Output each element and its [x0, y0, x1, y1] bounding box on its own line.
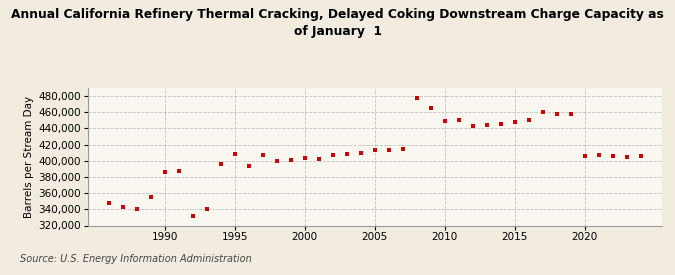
Point	[383, 148, 394, 152]
Point	[173, 168, 184, 173]
Point	[509, 120, 520, 124]
Point	[551, 112, 562, 116]
Point	[537, 110, 548, 114]
Point	[397, 147, 408, 151]
Point	[257, 153, 268, 157]
Text: Source: U.S. Energy Information Administration: Source: U.S. Energy Information Administ…	[20, 254, 252, 264]
Point	[286, 158, 296, 162]
Point	[145, 195, 156, 199]
Point	[593, 153, 604, 157]
Point	[495, 121, 506, 126]
Point	[230, 152, 240, 156]
Point	[481, 123, 492, 127]
Point	[159, 170, 170, 174]
Y-axis label: Barrels per Stream Day: Barrels per Stream Day	[24, 96, 34, 218]
Point	[117, 205, 128, 209]
Point	[187, 214, 198, 218]
Point	[132, 206, 142, 211]
Point	[369, 148, 380, 152]
Point	[453, 118, 464, 123]
Point	[425, 106, 436, 111]
Point	[467, 124, 478, 128]
Point	[635, 154, 646, 158]
Point	[243, 163, 254, 168]
Point	[313, 157, 324, 161]
Point	[579, 154, 590, 158]
Point	[523, 117, 534, 122]
Point	[103, 201, 114, 205]
Point	[201, 207, 212, 211]
Point	[439, 119, 450, 123]
Point	[299, 156, 310, 161]
Point	[342, 152, 352, 156]
Point	[621, 155, 632, 159]
Point	[607, 154, 618, 158]
Point	[355, 150, 366, 155]
Point	[327, 153, 338, 157]
Point	[411, 95, 422, 100]
Point	[215, 162, 226, 166]
Text: Annual California Refinery Thermal Cracking, Delayed Coking Downstream Charge Ca: Annual California Refinery Thermal Crack…	[11, 8, 664, 38]
Point	[271, 159, 282, 163]
Point	[565, 112, 576, 116]
